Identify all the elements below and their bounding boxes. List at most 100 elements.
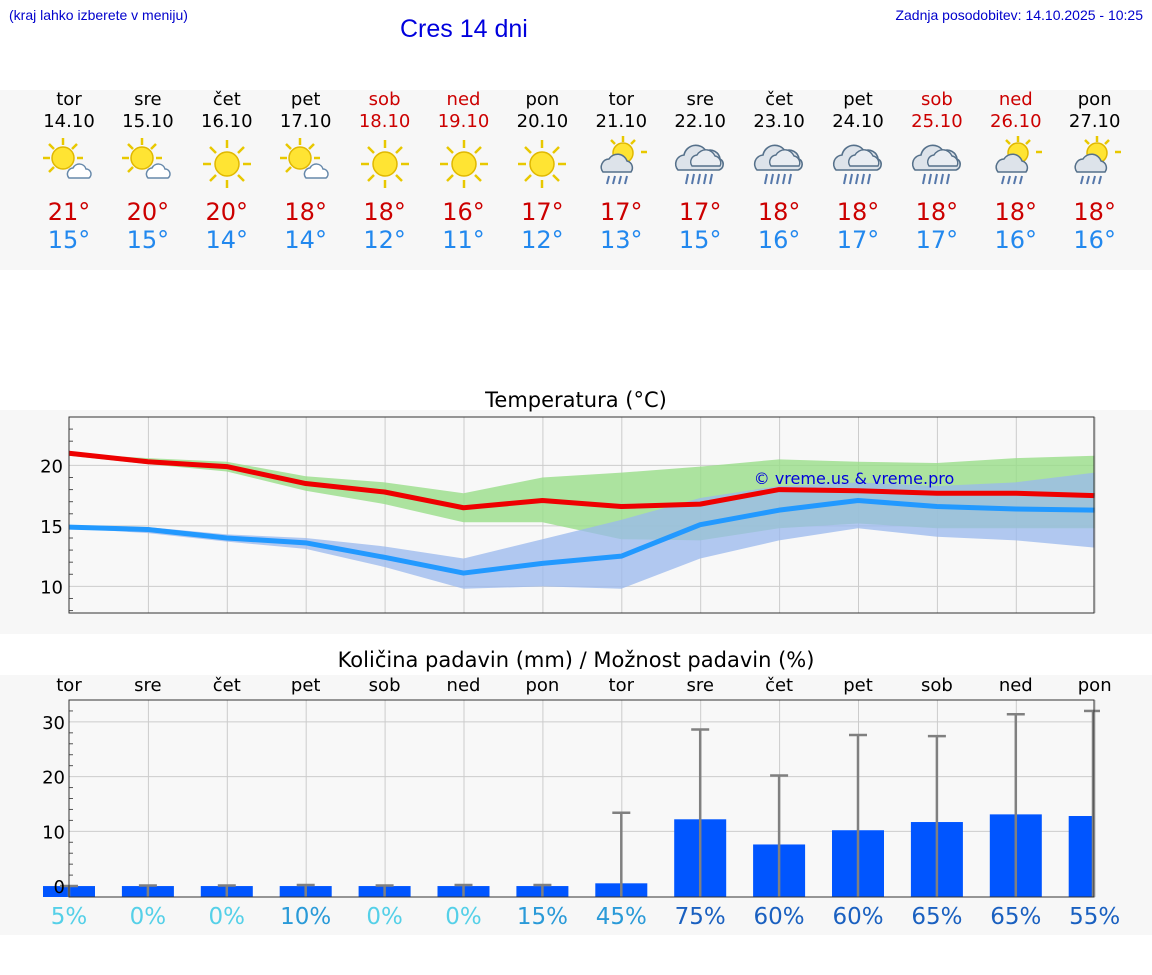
day-name: sre — [134, 89, 162, 110]
y-tick-label: 10 — [42, 822, 65, 843]
precipitation-probability: 0% — [129, 904, 167, 930]
min-temperature: 14° — [284, 226, 327, 254]
rain-cloud-icon — [753, 144, 804, 185]
day-date: 24.10 — [832, 111, 884, 132]
day-name: tor — [56, 89, 82, 110]
max-temperature: 18° — [1073, 198, 1116, 226]
precipitation-day-label: tor — [608, 675, 635, 696]
day-date: 19.10 — [437, 111, 490, 132]
day-date: 15.10 — [122, 111, 174, 132]
sun-icon — [360, 140, 409, 188]
page-title: Cres 14 dni — [400, 15, 528, 43]
day-name: pet — [843, 89, 873, 110]
day-name: sob — [920, 89, 953, 110]
precipitation-day-label: ned — [446, 675, 481, 696]
max-temperature-line — [68, 450, 1095, 511]
day-date: 16.10 — [201, 111, 253, 132]
max-temperature: 18° — [915, 198, 959, 226]
max-temperature: 21° — [47, 198, 91, 226]
day-name: pon — [525, 89, 560, 110]
precipitation-day-label: sre — [686, 675, 714, 696]
max-temperature: 18° — [284, 198, 327, 226]
precipitation-bar — [1068, 816, 1094, 897]
min-temperature: 17° — [836, 226, 880, 254]
min-temperature: 16° — [994, 226, 1038, 254]
min-temperature: 15° — [126, 226, 170, 254]
min-temperature: 17° — [915, 226, 959, 254]
y-tick-label: 0 — [54, 877, 65, 898]
watermark: © vreme.us & vreme.pro — [754, 469, 955, 488]
rain-cloud-icon — [832, 144, 882, 185]
y-tick-label: 30 — [42, 713, 65, 734]
day-name: sre — [686, 89, 714, 110]
precipitation-probability: 0% — [445, 904, 482, 930]
max-temperature: 17° — [678, 198, 722, 226]
precipitation-day-label: tor — [56, 675, 82, 696]
precipitation-probability: 0% — [366, 904, 403, 930]
min-temperature: 12° — [521, 226, 564, 254]
precipitation-probability: 75% — [674, 904, 726, 930]
day-date: 21.10 — [595, 111, 648, 132]
y-tick-label: 15 — [40, 517, 63, 538]
min-temperature: 13° — [600, 226, 643, 254]
day-name: tor — [608, 89, 635, 110]
precipitation-day-label: pon — [1077, 675, 1112, 696]
precipitation-probability: 0% — [208, 904, 246, 930]
rain-cloud-icon — [675, 144, 725, 185]
precipitation-probability: 15% — [516, 904, 568, 930]
last-update: Zadnja posodobitev: 14.10.2025 - 10:25 — [895, 7, 1143, 23]
min-temperature: 15° — [678, 226, 722, 254]
sun-rain-icon — [600, 136, 648, 185]
sun-rain-icon — [995, 136, 1042, 185]
max-temperature: 20° — [126, 198, 170, 226]
rain-cloud-icon — [911, 144, 961, 185]
precipitation-probability: 45% — [595, 904, 647, 930]
min-temperature: 12° — [363, 226, 406, 254]
precipitation-probability: 65% — [990, 904, 1042, 930]
day-date: 22.10 — [674, 111, 726, 132]
day-name: ned — [446, 89, 481, 110]
min-temperature-line — [68, 497, 1095, 576]
sun-icon — [518, 140, 567, 188]
precipitation-probability: 60% — [753, 904, 805, 930]
min-temperature: 16° — [757, 226, 801, 254]
precipitation-day-label: sob — [920, 675, 953, 696]
precipitation-probability: 55% — [1069, 904, 1121, 930]
sun-icon — [439, 140, 488, 188]
plot-frame — [68, 699, 1095, 898]
sun-cloud-icon — [121, 138, 171, 179]
day-date: 18.10 — [358, 111, 411, 132]
sun-rain-icon — [1074, 136, 1121, 185]
precipitation-day-label: sre — [134, 675, 162, 696]
day-date: 17.10 — [279, 111, 332, 132]
location-hint: (kraj lahko izberete v meniju) — [9, 7, 188, 23]
y-tick-label: 20 — [42, 768, 65, 789]
min-temperature: 16° — [1073, 226, 1116, 254]
precipitation-probability: 65% — [911, 904, 963, 930]
temperature-chart-title: Temperatura (°C) — [485, 388, 667, 412]
precipitation-day-label: ned — [998, 675, 1033, 696]
max-temperature: 18° — [836, 198, 880, 226]
day-name: čet — [212, 89, 241, 110]
day-name: čet — [765, 89, 794, 110]
max-temperature: 17° — [600, 198, 643, 226]
plot-frame — [68, 416, 1095, 614]
precipitation-day-label: pet — [290, 675, 321, 696]
day-name: ned — [998, 89, 1033, 110]
day-name: pon — [1077, 89, 1112, 110]
precipitation-day-label: čet — [765, 675, 794, 696]
max-temperature: 16° — [442, 198, 485, 226]
max-temperature: 18° — [994, 198, 1038, 226]
day-name: sob — [368, 89, 401, 110]
max-temperature: 20° — [205, 198, 249, 226]
sun-cloud-icon — [279, 138, 329, 179]
day-date: 27.10 — [1068, 111, 1121, 132]
day-date: 23.10 — [753, 111, 805, 132]
y-tick-label: 20 — [40, 456, 63, 477]
max-temperature: 18° — [757, 198, 801, 226]
day-date: 25.10 — [911, 111, 963, 132]
precipitation-day-label: čet — [212, 675, 241, 696]
max-temperature: 17° — [521, 198, 564, 226]
